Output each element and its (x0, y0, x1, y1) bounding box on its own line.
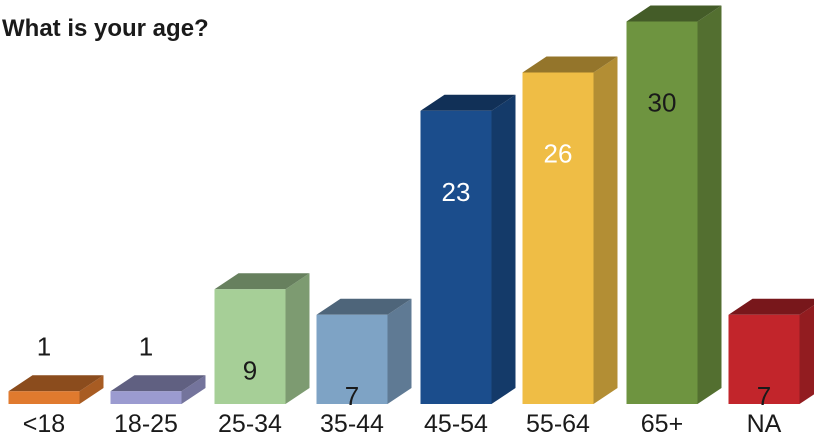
bar-65 (626, 21, 698, 404)
category-label-25-34: 25-34 (218, 410, 282, 436)
value-label-25-34: 9 (243, 355, 257, 385)
chart-title: What is your age? (2, 15, 209, 42)
bar-25-34 (214, 289, 286, 404)
bar-35-44 (316, 314, 388, 404)
category-label-18-25: 18-25 (114, 410, 178, 436)
bar-top-25-34 (214, 273, 310, 290)
bar-top-18 (8, 375, 104, 392)
bar-side-18 (79, 375, 104, 404)
bar-side-65 (697, 5, 722, 404)
category-label-65: 65+ (641, 410, 683, 436)
bar-45-54 (420, 110, 492, 404)
value-label-18-25: 1 (139, 331, 153, 361)
bar-top-18-25 (110, 375, 206, 392)
bar-top-55-64 (522, 56, 618, 73)
bar-top-35-44 (316, 298, 412, 315)
category-label-18: <18 (23, 410, 65, 436)
bars-group: 1<18118-25925-34735-442345-542655-643065… (8, 5, 814, 436)
bar-top-na (728, 298, 814, 315)
bar-55-64 (522, 72, 594, 404)
value-label-35-44: 7 (345, 381, 359, 411)
value-label-55-64: 26 (544, 139, 573, 169)
category-label-45-54: 45-54 (424, 410, 488, 436)
bar-top-65 (626, 5, 722, 22)
bar-18-25 (110, 391, 182, 404)
bar-na (728, 314, 800, 404)
value-label-45-54: 23 (442, 177, 471, 207)
bar-side-45-54 (491, 94, 516, 404)
bar-18 (8, 391, 80, 404)
bar-side-55-64 (593, 56, 618, 404)
value-label-65: 30 (648, 88, 677, 118)
category-label-55-64: 55-64 (526, 410, 590, 436)
bar-side-25-34 (285, 273, 310, 404)
bar-top-45-54 (420, 94, 516, 111)
value-label-na: 7 (757, 381, 771, 411)
bar-side-18-25 (181, 375, 206, 404)
value-label-18: 1 (37, 331, 51, 361)
category-label-na: NA (747, 410, 782, 436)
category-label-35-44: 35-44 (320, 410, 384, 436)
bar-side-na (799, 305, 814, 404)
bar-side-35-44 (387, 298, 412, 404)
